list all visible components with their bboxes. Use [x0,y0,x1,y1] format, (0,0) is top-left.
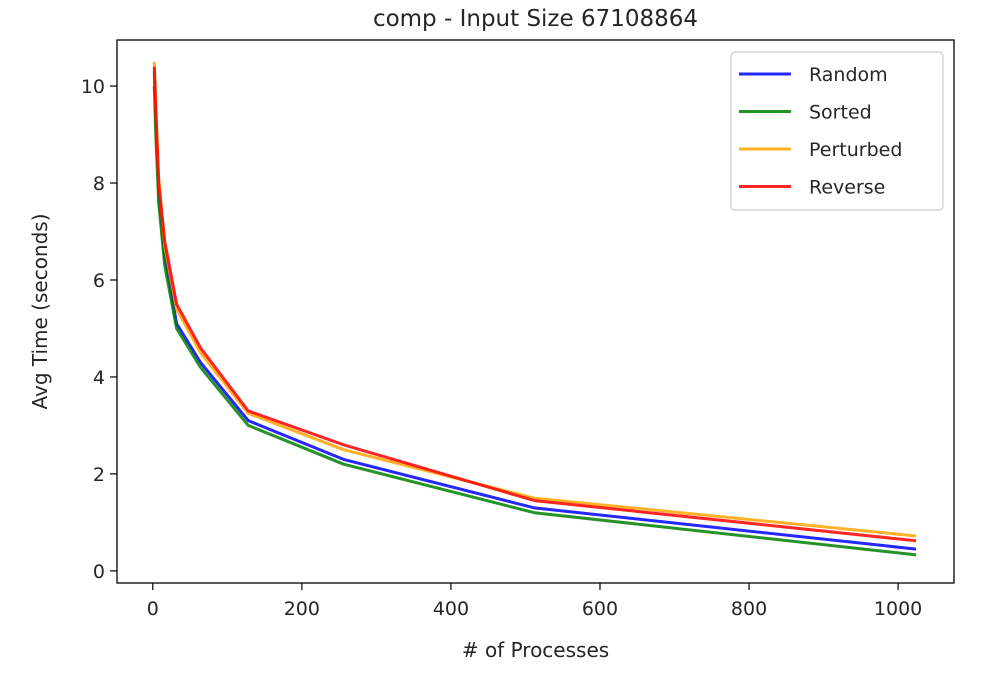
x-tick-label: 600 [582,598,618,620]
series-line-reverse [152,66,917,543]
x-tick-label: 800 [731,598,767,620]
plot-frame [116,39,955,584]
x-tick-label: 0 [147,598,159,620]
legend-box [730,51,944,211]
legend: Random Sorted Perturbed Reverse [730,51,944,211]
y-axis-label: Avg Time (seconds) [28,213,52,409]
y-tick-label: 10 [81,76,105,98]
ticks-layer: 0 200 400 600 800 1000 0 2 4 6 8 10 [81,76,922,620]
y-tick-label: 6 [93,270,105,292]
legend-label-reverse: Reverse [809,177,885,199]
x-axis-label: # of Processes [462,638,609,662]
x-tick-label: 1000 [874,598,922,620]
y-tick-label: 8 [93,173,105,195]
y-tick-label: 4 [93,367,105,389]
y-tick-label: 2 [93,464,105,486]
series-layer [152,61,917,557]
legend-label-random: Random [809,64,888,86]
y-tick-label: 0 [93,561,105,583]
legend-label-perturbed: Perturbed [809,139,902,161]
chart-title: comp - Input Size 67108864 [373,6,698,32]
x-tick-label: 200 [284,598,320,620]
x-tick-label: 400 [433,598,469,620]
legend-label-sorted: Sorted [809,102,872,124]
